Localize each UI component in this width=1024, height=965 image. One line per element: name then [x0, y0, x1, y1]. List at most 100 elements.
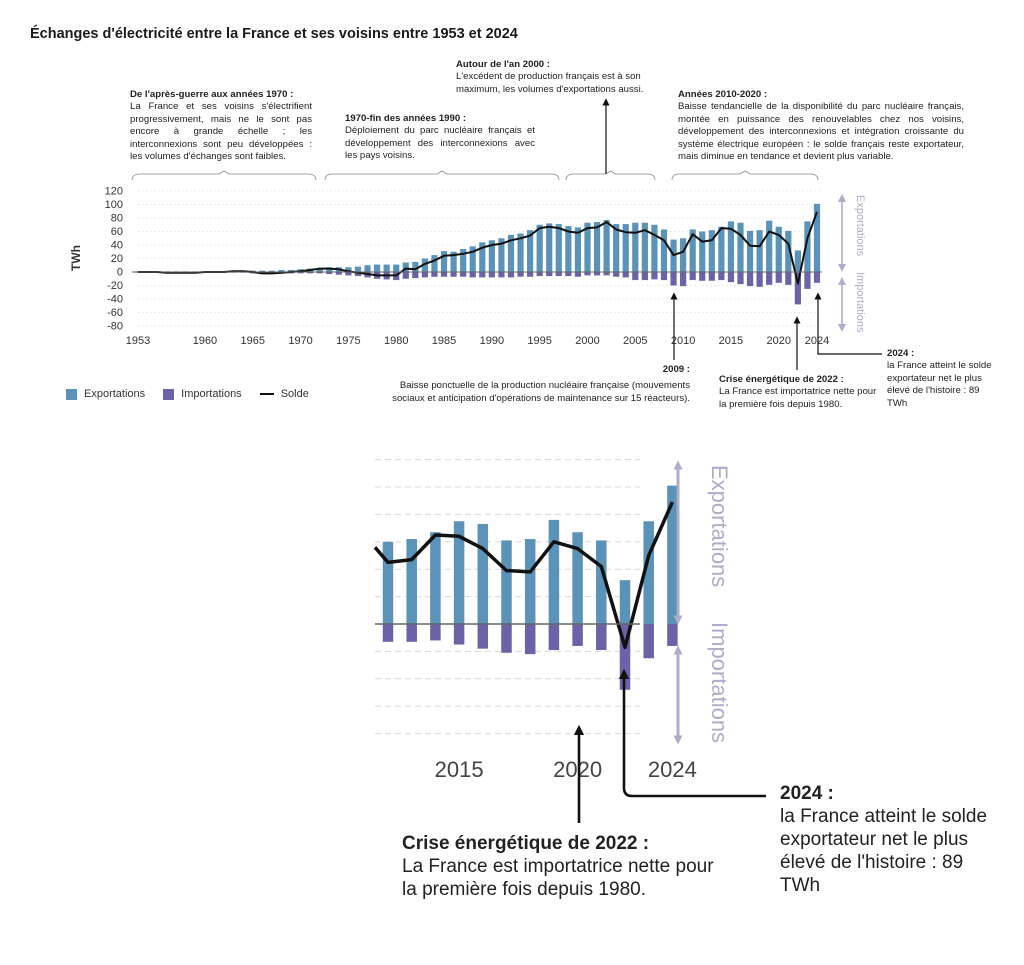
arrow-2024	[814, 292, 882, 355]
annotation-2024-body: la France atteint le solde exportateur n…	[887, 360, 992, 409]
annotation-2010s-body: Baisse tendancielle de la disponibilité …	[678, 101, 964, 163]
y-tick-label: -80	[107, 321, 123, 333]
export-bar	[622, 224, 629, 272]
x-tick-label: 1990	[480, 335, 504, 347]
import-bar	[479, 272, 486, 278]
zoom-annotation-arrows	[573, 668, 766, 823]
chart-title: Échanges d'électricité entre la France e…	[30, 26, 518, 42]
export-bar	[593, 222, 601, 272]
import-bar	[574, 272, 582, 277]
export-bar	[517, 233, 524, 272]
export-bar	[402, 262, 409, 272]
y-tick-label: -60	[107, 307, 123, 319]
import-bar	[756, 272, 763, 287]
balance-line	[138, 211, 818, 285]
y-tick-label: 20	[111, 253, 123, 265]
zoom-export-bar	[524, 539, 536, 624]
export-bar	[536, 224, 543, 272]
export-bar	[498, 238, 505, 272]
import-bar	[708, 272, 715, 281]
balance-polyline	[138, 211, 818, 285]
export-bar	[383, 264, 390, 272]
annotation-2010s-title: Années 2010-2020 :	[678, 89, 768, 100]
legend: Exportations Importations Solde	[66, 388, 309, 400]
y-tick-label: 60	[111, 226, 123, 238]
import-bar	[775, 272, 782, 283]
zoom-annotation-2024-body: la France atteint le solde exportateur n…	[780, 806, 988, 896]
annotation-2024: 2024 : la France atteint le solde export…	[887, 348, 997, 410]
x-tick-label: 2000	[575, 335, 599, 347]
export-bar	[603, 220, 610, 272]
zoom-import-bar	[643, 624, 654, 659]
import-bar	[718, 272, 725, 281]
export-bar	[584, 222, 591, 272]
export-bar	[727, 221, 735, 272]
period-brackets	[131, 170, 819, 181]
annotation-arrows	[602, 98, 882, 370]
import-bar	[766, 272, 773, 285]
export-bar	[412, 261, 419, 272]
y-tick-label: -20	[107, 280, 123, 292]
annotation-2010s: Années 2010-2020 : Baisse tendancielle d…	[678, 89, 964, 163]
export-bar	[651, 224, 658, 272]
export-bar	[756, 230, 763, 272]
import-bar	[517, 272, 524, 277]
import-bar	[536, 272, 543, 277]
y-tick-label: 0	[117, 267, 123, 279]
import-bar	[354, 272, 362, 277]
zoom-export-bar	[667, 485, 678, 624]
zoom-export-bar	[572, 532, 583, 624]
annotation-2009: 2009 : Baisse ponctuelle de la productio…	[380, 364, 690, 405]
legend-item-imports: Importations	[163, 388, 242, 400]
zoom-annotation-2022-title: Crise énergétique de 2022 :	[402, 833, 650, 854]
annotation-2022-body: La France est importatrice nette pour la…	[719, 386, 877, 410]
export-bar	[421, 258, 429, 272]
import-bar	[412, 272, 419, 279]
annotation-2022: Crise énergétique de 2022 : La France es…	[719, 374, 879, 411]
period-bracket	[565, 170, 656, 181]
export-bar	[278, 269, 285, 272]
import-bar	[498, 272, 505, 278]
import-bar	[421, 272, 429, 278]
legend-exports-label: Exportations	[84, 388, 146, 400]
export-bar	[431, 255, 438, 272]
x-tick-label: 1965	[241, 335, 265, 347]
zoom-import-bar	[477, 624, 489, 649]
import-bar	[307, 272, 314, 274]
annotation-2009-title: 2009 :	[662, 364, 690, 375]
export-bar	[287, 269, 295, 272]
export-bar	[794, 250, 801, 272]
export-bar	[574, 227, 582, 272]
export-bar	[632, 222, 639, 272]
annotation-2022-title: Crise énergétique de 2022 :	[719, 374, 844, 385]
annotation-seventies-body: Déploiement du parc nucléaire français e…	[345, 125, 535, 162]
export-bar	[699, 231, 706, 272]
export-bar	[259, 270, 266, 272]
zoom-import-bar	[548, 624, 560, 651]
y-tick-label: 100	[105, 199, 123, 211]
import-bar	[746, 272, 754, 287]
export-bar	[345, 267, 352, 272]
zoom-import-bar	[430, 624, 441, 641]
zoom-side-label-imports: Importations	[707, 622, 732, 743]
zoom-import-bar	[667, 624, 678, 646]
zoom-import-bar	[596, 624, 607, 651]
x-tick-label: 1980	[384, 335, 408, 347]
export-bar	[813, 203, 821, 272]
import-bar	[316, 272, 323, 274]
import-bar	[785, 272, 792, 285]
import-bar	[727, 272, 735, 283]
import-bar	[651, 272, 658, 280]
export-bar	[460, 249, 467, 272]
annotation-2000-title: Autour de l'an 2000 :	[456, 59, 550, 70]
zoom-x-tick-label: 2015	[435, 757, 484, 782]
export-bar	[450, 251, 457, 272]
zoom-export-bar	[382, 541, 394, 624]
import-bar	[680, 272, 687, 287]
export-bar	[440, 251, 448, 272]
import-bar	[450, 272, 457, 277]
export-bar	[689, 229, 696, 272]
export-bar	[555, 224, 562, 272]
